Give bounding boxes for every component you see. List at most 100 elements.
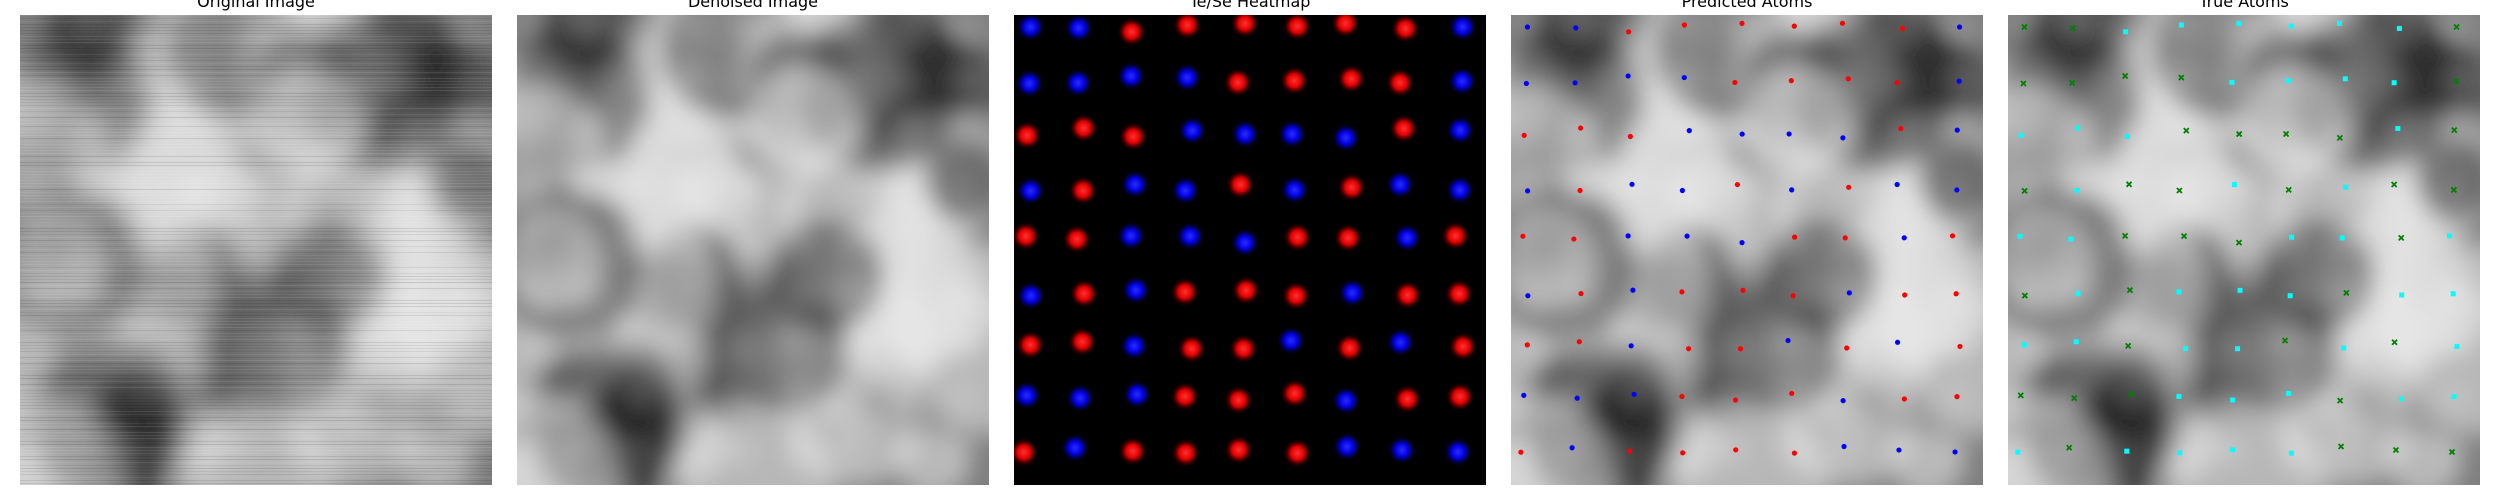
se-heat-spot	[1170, 175, 1200, 205]
predicted-te-marker	[1520, 234, 1525, 239]
noise-line	[20, 453, 492, 454]
noise-line	[20, 435, 492, 436]
predicted-te-marker	[1954, 291, 1959, 296]
atom-bright-spot	[282, 118, 314, 150]
predicted-se-marker	[1687, 128, 1692, 133]
noise-line	[20, 72, 492, 73]
predicted-se-marker	[1524, 81, 1529, 86]
noise-line	[20, 396, 492, 397]
noise-line	[20, 366, 492, 367]
true-te-marker	[2176, 289, 2181, 294]
noise-line	[20, 483, 492, 484]
te-heat-spot	[1118, 122, 1148, 152]
noise-line	[20, 309, 492, 310]
te-heat-spot	[1282, 438, 1312, 468]
te-heat-spot	[1335, 333, 1365, 363]
se-heat-spot	[1014, 68, 1044, 98]
noise-line	[20, 132, 492, 133]
true-te-marker	[2289, 451, 2294, 456]
atom-bright-spot	[835, 222, 867, 254]
noise-line	[20, 108, 492, 109]
predicted-se-marker	[1629, 182, 1634, 187]
panel-title-original: Original Image	[20, 0, 492, 10]
te-heat-spot	[1389, 114, 1419, 144]
true-te-marker	[2230, 447, 2235, 452]
noise-line	[20, 243, 492, 244]
predicted-te-marker	[1843, 235, 1848, 240]
atom-bright-spot	[672, 174, 704, 206]
panel-title-heatmap: Te/Se Heatmap	[1014, 0, 1486, 10]
predicted-te-marker	[1525, 342, 1530, 347]
true-te-marker	[2017, 234, 2022, 239]
noise-line	[20, 462, 492, 463]
true-te-marker	[2075, 126, 2080, 131]
se-heat-spot	[1177, 116, 1207, 146]
noise-line	[20, 405, 492, 406]
te-heat-spot	[1229, 334, 1259, 364]
predicted-te-marker	[1686, 346, 1691, 351]
se-heat-spot	[1230, 119, 1260, 149]
predicted-te-marker	[1791, 293, 1796, 298]
true-te-marker	[2392, 80, 2397, 85]
atom-bright-spot	[887, 169, 919, 201]
te-heat-spot	[1068, 176, 1098, 206]
predicted-te-marker	[1732, 80, 1737, 85]
noise-line	[20, 333, 492, 334]
noise-line	[20, 300, 492, 301]
te-heat-spot	[1337, 172, 1367, 202]
predicted-te-marker	[1895, 80, 1900, 85]
noise-line	[20, 105, 492, 106]
predicted-atoms-image	[1511, 15, 1983, 485]
atom-bright-spot	[782, 174, 814, 206]
predicted-te-marker	[1792, 450, 1797, 455]
te-heat-spot	[1118, 436, 1148, 466]
noise-line	[20, 153, 492, 154]
noise-line	[20, 474, 492, 475]
noise-line	[20, 267, 492, 268]
atom-bright-spot	[839, 171, 871, 203]
atom-bright-spot	[946, 278, 978, 310]
noise-line	[20, 66, 492, 67]
noise-line	[20, 360, 492, 361]
noise-line	[20, 420, 492, 421]
predicted-se-marker	[1684, 234, 1689, 239]
predicted-se-marker	[1955, 128, 1960, 133]
predicted-te-marker	[1902, 292, 1907, 297]
noise-line	[20, 78, 492, 79]
se-heat-spot	[1121, 275, 1151, 305]
se-heat-spot	[1445, 175, 1475, 205]
noise-line	[20, 312, 492, 313]
atom-bright-spot	[838, 63, 870, 95]
denoised-image	[517, 15, 989, 485]
noise-line	[20, 387, 492, 388]
atom-bright-spot	[726, 384, 758, 416]
noise-line	[20, 432, 492, 433]
noise-line	[20, 444, 492, 445]
predicted-te-marker	[1738, 346, 1743, 351]
noise-line	[20, 144, 492, 145]
true-te-marker	[2229, 80, 2234, 85]
noise-line	[20, 330, 492, 331]
noise-line	[20, 201, 492, 202]
te-heat-spot	[1170, 277, 1200, 307]
te-heat-spot	[1281, 281, 1311, 311]
true-te-marker	[2454, 344, 2459, 349]
predicted-te-marker	[1628, 134, 1633, 139]
predicted-se-marker	[1739, 240, 1744, 245]
noise-line	[20, 249, 492, 250]
atom-bright-spot	[565, 67, 597, 99]
atom-bright-spot	[618, 60, 650, 92]
predicted-se-marker	[1789, 187, 1794, 192]
atom-bright-spot	[945, 436, 977, 468]
atom-bright-spot	[725, 66, 757, 98]
te-se-heatmap	[1014, 15, 1486, 485]
atom-bright-spot	[894, 222, 926, 254]
se-heat-spot	[1332, 432, 1362, 462]
true-te-marker	[2289, 235, 2294, 240]
te-heat-spot	[1448, 331, 1478, 361]
atom-bright-spot	[517, 329, 549, 361]
atom-bright-spot	[894, 383, 926, 415]
noise-line	[20, 183, 492, 184]
predicted-se-marker	[1525, 188, 1530, 193]
